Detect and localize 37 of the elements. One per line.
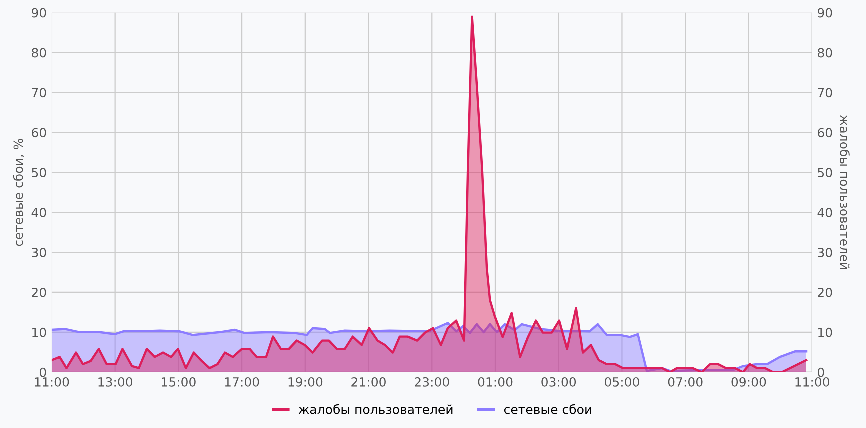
y2-tick-label: 50 (818, 168, 832, 178)
y-tick-label: 20 (32, 288, 46, 298)
x-tick-label: 19:00 (288, 377, 323, 387)
y-axis-title: сетевые сбои, % (13, 138, 24, 246)
y2-tick-label: 60 (818, 128, 832, 138)
y-tick-label: 60 (32, 128, 46, 138)
y-tick-label: 30 (32, 248, 46, 258)
x-tick-label: 01:00 (478, 377, 513, 387)
y2-tick-label: 40 (818, 208, 832, 218)
y2-tick-label: 30 (818, 248, 832, 258)
legend-label: жалобы пользователей (298, 404, 453, 414)
x-tick-label: 15:00 (162, 377, 196, 387)
y2-tick-label: 70 (818, 88, 832, 98)
x-tick-label: 11:00 (35, 377, 70, 387)
y2-tick-label: 90 (818, 8, 832, 18)
x-tick-label: 23:00 (415, 377, 450, 387)
y-tick-label: 40 (32, 208, 46, 218)
x-tick-label: 09:00 (732, 377, 766, 387)
x-tick-label: 21:00 (352, 377, 386, 387)
y2-axis-title: жалобы пользователей (840, 115, 850, 270)
legend-label: сетевые сбои (504, 404, 592, 414)
x-tick-label: 13:00 (98, 377, 133, 387)
y-tick-label: 50 (32, 168, 46, 178)
y2-tick-label: 20 (818, 288, 832, 298)
x-tick-label: 03:00 (542, 377, 576, 387)
y-tick-label: 90 (32, 8, 46, 18)
y-tick-label: 70 (32, 88, 46, 98)
y-tick-label: 0 (40, 368, 46, 378)
y-tick-label: 10 (32, 328, 46, 338)
y-tick-label: 80 (32, 48, 46, 58)
x-tick-label: 05:00 (605, 377, 640, 387)
x-tick-label: 17:00 (225, 377, 260, 387)
y2-tick-label: 80 (818, 48, 832, 58)
y2-tick-label: 0 (818, 368, 824, 378)
x-tick-label: 11:00 (796, 377, 830, 387)
y2-tick-label: 10 (818, 328, 832, 338)
x-tick-label: 07:00 (668, 377, 703, 387)
